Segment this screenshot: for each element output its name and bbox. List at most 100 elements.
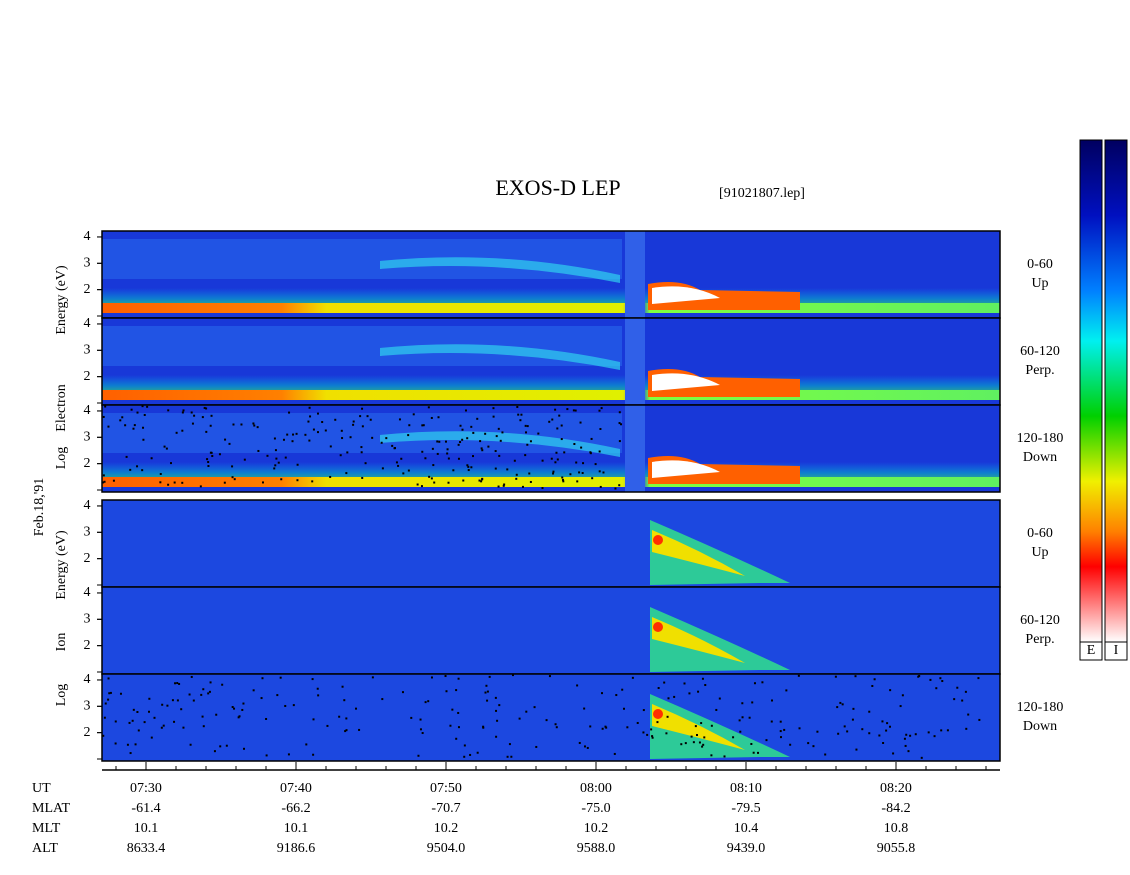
speckle	[304, 433, 307, 436]
speckle	[513, 459, 516, 462]
date: Feb.18,'91	[32, 478, 47, 537]
speckle	[233, 478, 236, 481]
speckle	[421, 450, 424, 453]
speckle	[854, 675, 857, 678]
speckle	[288, 411, 291, 414]
speckle	[221, 683, 224, 686]
speckle	[242, 702, 245, 705]
speckle	[150, 457, 153, 460]
speckle	[228, 442, 231, 445]
speckle	[344, 730, 347, 733]
speckle	[598, 470, 601, 473]
ephemeris-value: 9504.0	[427, 841, 466, 856]
speckle	[646, 733, 649, 736]
speckle	[495, 709, 498, 712]
speckle	[843, 725, 846, 728]
speckle	[771, 699, 774, 702]
ephemeris-value: -84.2	[881, 801, 910, 816]
speckle	[503, 483, 506, 486]
speckle	[618, 422, 621, 425]
speckle	[225, 744, 228, 747]
pitch-angle: 60-120	[1020, 613, 1060, 628]
speckle	[129, 752, 132, 755]
speckle	[797, 674, 800, 677]
speckle	[598, 409, 601, 412]
speckle	[506, 755, 509, 758]
speckle	[614, 487, 617, 490]
speckle	[181, 481, 184, 484]
speckle	[114, 742, 117, 745]
speckle	[265, 717, 268, 720]
speckle	[480, 480, 483, 483]
speckle	[548, 420, 551, 423]
speckle	[308, 406, 311, 409]
speckle	[132, 427, 135, 430]
speckle	[438, 440, 441, 443]
speckle	[257, 449, 260, 452]
speckle	[467, 465, 470, 468]
ephemeris-value: 8633.4	[127, 841, 166, 856]
speckle	[190, 411, 193, 414]
speckle	[292, 704, 295, 707]
speckle	[114, 720, 117, 723]
speckle	[807, 742, 810, 745]
spectrogram-plume-core	[652, 704, 745, 750]
speckle	[132, 708, 135, 711]
speckle	[837, 732, 840, 735]
speckle	[233, 707, 236, 710]
speckle	[621, 688, 624, 691]
speckle	[598, 450, 601, 453]
speckle	[550, 457, 553, 460]
speckle	[284, 456, 287, 459]
ephemeris-value: -79.5	[731, 801, 760, 816]
pitch-direction: Up	[1031, 545, 1048, 560]
speckle	[279, 676, 282, 679]
speckle	[498, 454, 501, 457]
speckle	[618, 411, 621, 414]
speckle	[361, 425, 364, 428]
speckle	[102, 481, 105, 484]
speckle	[517, 413, 520, 416]
speckle	[537, 432, 540, 435]
speckle	[209, 681, 212, 684]
speckle	[252, 422, 255, 425]
speckle	[207, 465, 210, 468]
speckle	[340, 429, 343, 432]
speckle	[492, 407, 495, 410]
ephemeris-value: 08:10	[730, 781, 762, 796]
speckle	[575, 461, 578, 464]
speckle	[432, 464, 435, 467]
speckle	[622, 707, 625, 710]
y-tick-label: 4	[84, 585, 91, 600]
speckle	[341, 685, 344, 688]
speckle	[927, 731, 930, 734]
speckle	[751, 701, 754, 704]
speckle	[192, 699, 195, 702]
speckle	[560, 424, 563, 427]
y-tick-label: 4	[84, 498, 91, 513]
file-name: [91021807.lep]	[719, 186, 805, 201]
speckle	[563, 451, 566, 454]
speckle	[102, 734, 105, 737]
speckle	[240, 423, 243, 426]
speckle	[576, 684, 579, 687]
speckle	[615, 694, 618, 697]
speckle	[977, 677, 980, 680]
speckle	[201, 715, 204, 718]
speckle	[464, 409, 467, 412]
speckle	[359, 415, 362, 418]
speckle	[109, 691, 112, 694]
speckle	[471, 455, 474, 458]
speckle	[421, 424, 424, 427]
speckle	[380, 441, 383, 444]
speckle	[402, 472, 405, 475]
speckle	[965, 727, 968, 730]
speckle	[311, 678, 314, 681]
y-tick-label: 2	[84, 369, 91, 384]
colorbar-label: I	[1114, 643, 1119, 658]
speckle	[430, 416, 433, 419]
speckle	[358, 728, 361, 731]
speckle	[673, 695, 676, 698]
speckle	[704, 684, 707, 687]
speckle	[237, 716, 240, 719]
